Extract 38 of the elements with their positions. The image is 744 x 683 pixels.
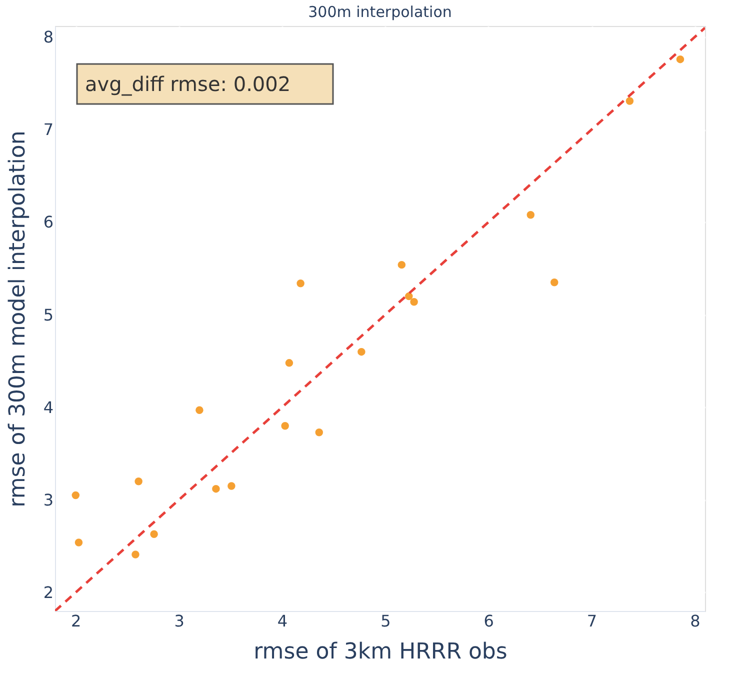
point <box>134 478 142 486</box>
y-tick-label: 6 <box>43 212 54 232</box>
y-tick-label: 8 <box>43 28 54 47</box>
y-tick-label: 7 <box>43 120 54 140</box>
y-tick-label: 5 <box>43 305 54 324</box>
point <box>212 484 220 493</box>
y-axis-title: rmse of 300m model interpolation <box>5 130 30 508</box>
point <box>358 348 366 356</box>
point <box>398 260 406 269</box>
x-tick-label: 7 <box>586 612 598 630</box>
chart-title: 300m interpolation <box>308 3 452 21</box>
y-tick-label: 2 <box>43 582 54 602</box>
point <box>676 55 684 64</box>
y-tick-label: 3 <box>43 490 54 510</box>
point <box>74 538 83 546</box>
point <box>228 482 236 490</box>
point <box>410 298 418 306</box>
point <box>72 491 80 500</box>
point <box>296 279 304 288</box>
point <box>132 550 140 558</box>
point <box>285 359 294 367</box>
point <box>315 428 323 436</box>
x-tick-label: 3 <box>174 612 184 630</box>
annotation: avg_diff rmse: 0.002 <box>85 72 291 96</box>
x-axis-title: rmse of 3km HRRR obs <box>254 640 508 664</box>
x-tick-label: 6 <box>484 612 494 630</box>
point <box>626 97 634 105</box>
point <box>550 278 558 286</box>
x-tick-label: 8 <box>690 612 700 630</box>
x-tick-label: 2 <box>71 612 82 630</box>
x-tick-label: 5 <box>380 612 391 630</box>
point <box>526 210 535 219</box>
point <box>281 422 289 430</box>
point <box>150 530 158 538</box>
point <box>196 406 204 414</box>
point <box>405 292 413 300</box>
y-tick-label: 4 <box>43 398 54 417</box>
x-tick-label: 4 <box>277 612 288 630</box>
